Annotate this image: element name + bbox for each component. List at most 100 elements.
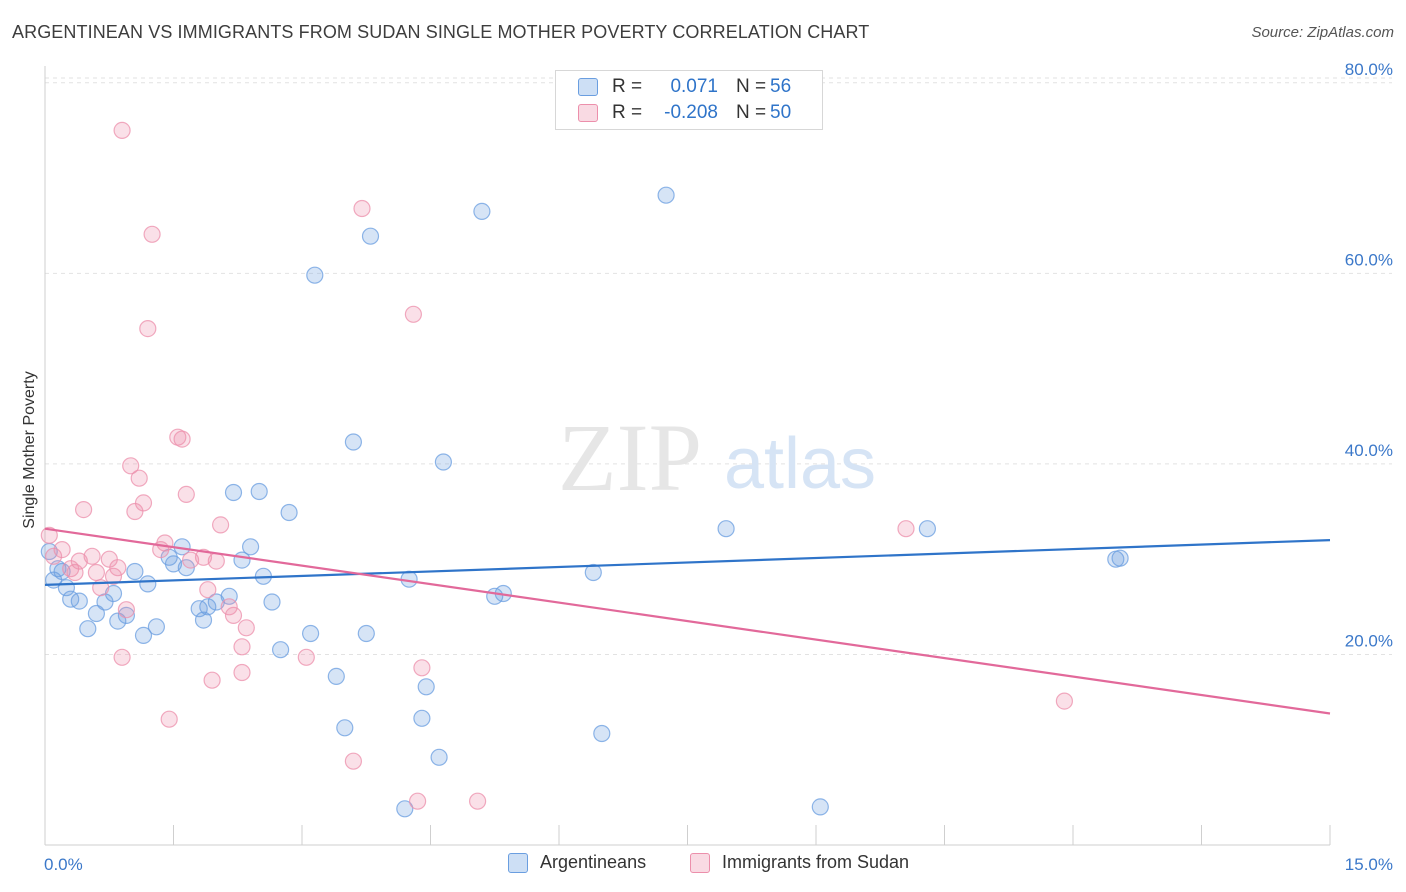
argentineans-point[interactable] <box>1111 549 1129 567</box>
y-tick-label: 80.0% <box>1345 60 1393 79</box>
sudan-point[interactable] <box>233 663 251 682</box>
y-tick-label: 60.0% <box>1345 250 1393 269</box>
argentineans-point[interactable] <box>242 538 260 556</box>
argentineans-point[interactable] <box>117 606 136 625</box>
argentineans-point[interactable] <box>918 520 937 538</box>
sudan-point[interactable] <box>156 534 174 552</box>
sudan-point[interactable] <box>53 540 71 559</box>
argentineans-point[interactable] <box>336 719 354 737</box>
argentineans-point[interactable] <box>344 433 362 451</box>
trend-lines <box>44 527 1331 715</box>
sudan-point[interactable] <box>173 430 191 448</box>
argentineans-swatch <box>508 852 528 873</box>
sudan-point[interactable] <box>126 502 144 521</box>
sudan-point[interactable] <box>122 457 140 475</box>
argentineans-point[interactable] <box>139 575 157 593</box>
sudan-point[interactable] <box>344 752 362 770</box>
argentineans-point[interactable] <box>717 520 735 538</box>
sudan-point[interactable] <box>83 547 101 565</box>
sudan-point[interactable] <box>469 792 487 810</box>
sudan-point[interactable] <box>1055 692 1074 710</box>
argentineans-point[interactable] <box>396 800 414 818</box>
sudan-point[interactable] <box>212 516 230 534</box>
argentineans-point[interactable] <box>357 624 375 643</box>
watermark-atlas: atlas <box>724 424 876 504</box>
sudan-point[interactable] <box>139 320 157 338</box>
argentineans-trend-line <box>44 539 1331 586</box>
stats-legend: R = 0.071 N = 56 R = -0.208 N = 50 <box>555 70 823 130</box>
sudan-point[interactable] <box>353 199 371 218</box>
legend-label: Argentineans <box>540 852 647 872</box>
argentineans-point[interactable] <box>811 798 829 816</box>
sudan-point[interactable] <box>134 494 153 512</box>
y-tick-label: 40.0% <box>1345 441 1393 460</box>
argentineans-point[interactable] <box>263 593 281 611</box>
r-label: R = <box>612 76 643 97</box>
argentineans-point[interactable] <box>327 667 345 686</box>
sudan-point[interactable] <box>233 638 251 656</box>
chart-title: ARGENTINEAN VS IMMIGRANTS FROM SUDAN SIN… <box>12 22 870 42</box>
sudan-point[interactable] <box>404 305 422 323</box>
sudan-point[interactable] <box>194 548 213 566</box>
sudan-point[interactable] <box>74 501 93 519</box>
sudan-point[interactable] <box>203 671 221 689</box>
argentineans-point[interactable] <box>126 562 144 581</box>
sudan-point[interactable] <box>70 552 88 570</box>
n-value: 50 <box>770 102 792 123</box>
argentineans-point[interactable] <box>194 611 213 629</box>
sudan-point[interactable] <box>409 792 427 810</box>
argentineans-point[interactable] <box>79 620 97 638</box>
argentineans-point[interactable] <box>199 598 217 616</box>
data-points <box>40 121 1129 818</box>
argentineans-point[interactable] <box>224 483 243 502</box>
sudan-swatch <box>690 852 710 873</box>
sudan-point[interactable] <box>199 581 217 599</box>
argentineans-point[interactable] <box>70 592 88 610</box>
sudan-point[interactable] <box>897 520 915 538</box>
n-value: 56 <box>770 76 792 97</box>
argentineans-point[interactable] <box>147 618 165 636</box>
argentineans-point[interactable] <box>164 555 183 573</box>
sudan-point[interactable] <box>109 559 127 577</box>
argentineans-point[interactable] <box>87 604 106 623</box>
legend-item-argentineans[interactable]: Argentineans <box>508 852 646 873</box>
sudan-point[interactable] <box>297 648 315 666</box>
sudan-point[interactable] <box>113 121 131 139</box>
argentineans-point[interactable] <box>109 612 127 630</box>
y-tick-label: 20.0% <box>1345 631 1393 650</box>
sudan-point[interactable] <box>237 619 255 637</box>
argentineans-point[interactable] <box>134 626 153 645</box>
argentineans-point[interactable] <box>657 186 675 204</box>
argentineans-point[interactable] <box>473 202 491 220</box>
legend-item-sudan[interactable]: Immigrants from Sudan <box>690 852 909 873</box>
argentineans-point[interactable] <box>413 709 431 727</box>
sudan-point[interactable] <box>160 710 178 728</box>
argentineans-point[interactable] <box>434 453 452 471</box>
sudan-point[interactable] <box>177 485 195 503</box>
argentineans-point[interactable] <box>417 678 435 696</box>
argentineans-point[interactable] <box>306 266 324 284</box>
sudan-point[interactable] <box>40 526 58 544</box>
sudan-point[interactable] <box>413 659 431 677</box>
argentineans-point[interactable] <box>584 563 602 582</box>
sudan-point[interactable] <box>113 648 131 666</box>
sudan-point[interactable] <box>87 563 106 582</box>
argentineans-point[interactable] <box>430 748 448 766</box>
argentineans-point[interactable] <box>250 482 268 501</box>
argentineans-point[interactable] <box>593 724 611 743</box>
argentineans-point[interactable] <box>361 227 380 245</box>
sudan-point[interactable] <box>207 552 225 570</box>
sudan-point[interactable] <box>117 601 136 619</box>
sudan-point[interactable] <box>182 551 200 569</box>
r-value: 0.071 <box>670 76 718 97</box>
sudan-point[interactable] <box>224 606 243 625</box>
sudan-point[interactable] <box>220 598 238 616</box>
sudan-point[interactable] <box>130 469 148 487</box>
watermark-zip: ZIP <box>558 404 702 511</box>
argentineans-point[interactable] <box>280 503 298 522</box>
argentineans-point[interactable] <box>272 641 290 659</box>
sudan-point[interactable] <box>143 225 161 243</box>
sudan-point[interactable] <box>104 567 123 585</box>
argentineans-point[interactable] <box>302 624 320 643</box>
